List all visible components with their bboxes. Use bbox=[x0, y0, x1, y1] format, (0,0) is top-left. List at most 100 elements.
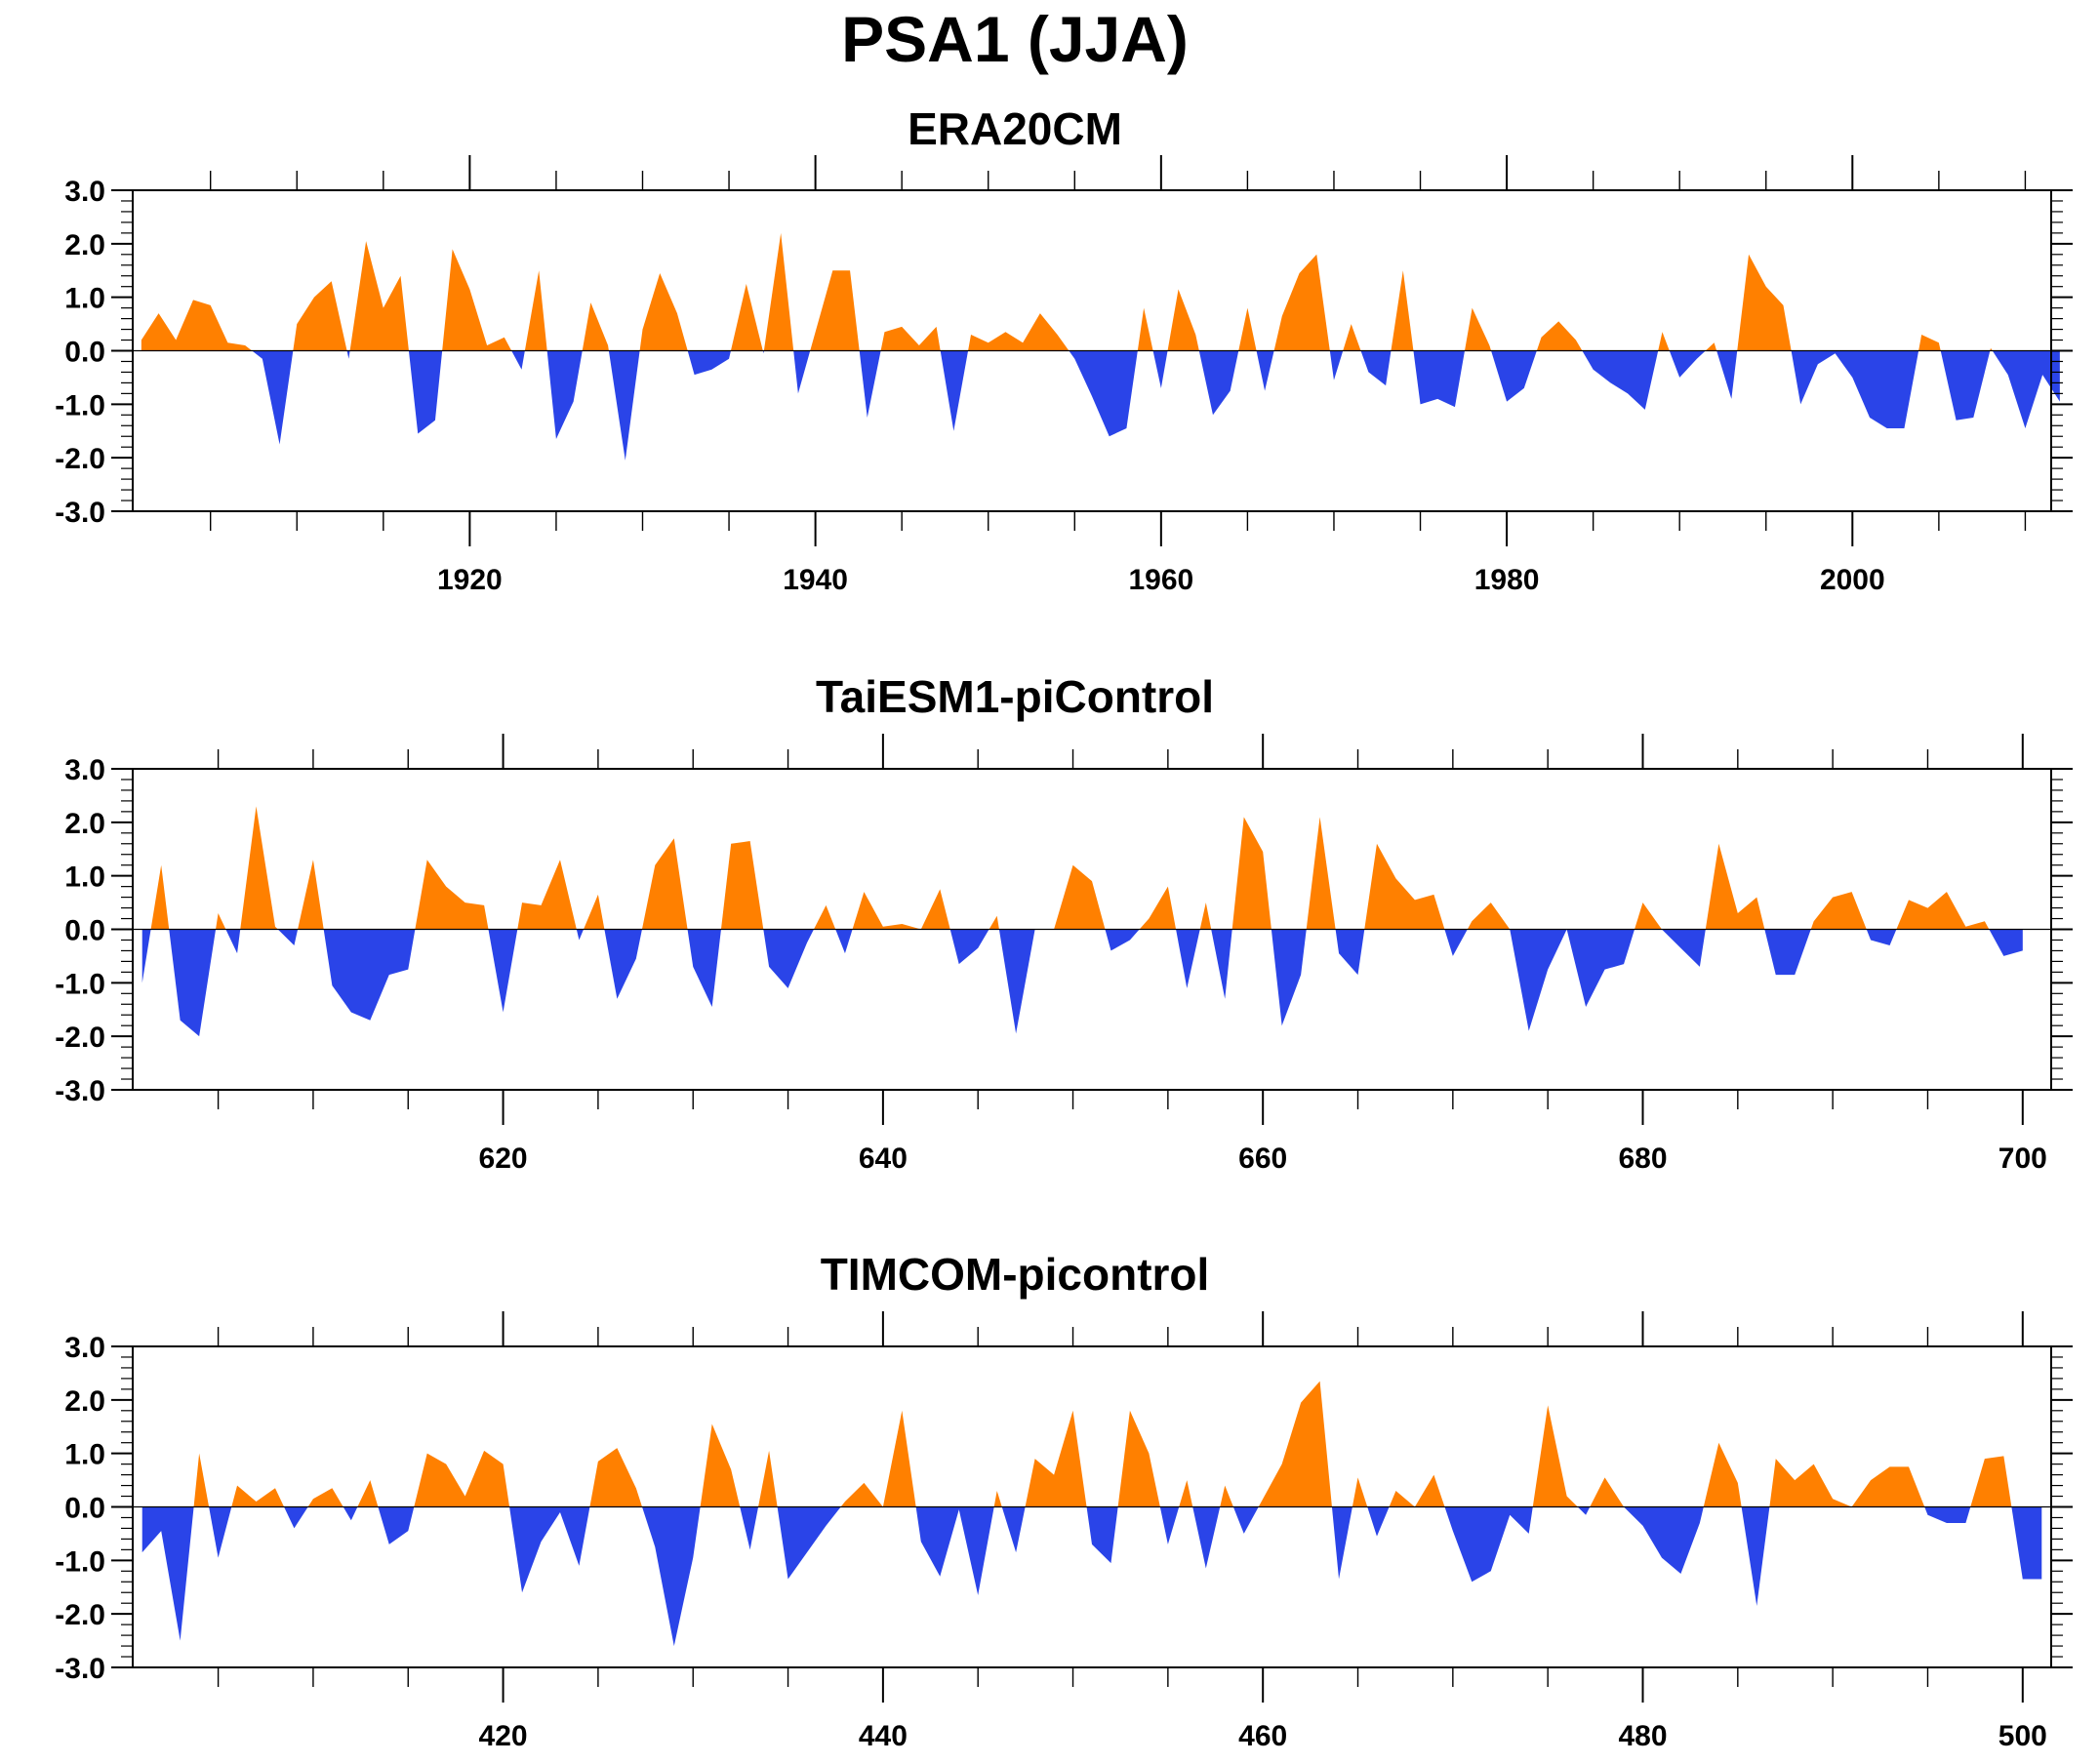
negative-area-26 bbox=[1192, 1506, 1221, 1569]
data-point-418 bbox=[464, 1495, 465, 1497]
x-tick-label: 680 bbox=[1618, 1143, 1667, 1175]
data-point-675 bbox=[1547, 968, 1549, 970]
data-point-1983 bbox=[1557, 320, 1559, 322]
negative-area-3 bbox=[346, 350, 350, 359]
data-point-1928 bbox=[607, 344, 609, 346]
negative-area-14 bbox=[740, 1506, 759, 1550]
data-point-1964 bbox=[1229, 389, 1231, 391]
data-point-1977 bbox=[1454, 406, 1456, 408]
data-point-1975 bbox=[1419, 403, 1421, 405]
negative-area-40 bbox=[1741, 1506, 1770, 1606]
positive-area-6 bbox=[442, 249, 512, 351]
data-point-625 bbox=[597, 894, 599, 896]
data-point-1953 bbox=[1039, 312, 1041, 314]
data-point-1929 bbox=[625, 460, 626, 461]
data-point-1904 bbox=[192, 299, 194, 301]
data-point-1920 bbox=[468, 288, 470, 290]
data-point-2000 bbox=[1851, 377, 1853, 379]
data-point-1946 bbox=[918, 344, 920, 346]
data-point-412 bbox=[350, 1519, 352, 1521]
data-point-406 bbox=[236, 1484, 238, 1486]
data-point-1963 bbox=[1212, 414, 1214, 416]
y-tick-label: -3.0 bbox=[55, 497, 105, 529]
data-point-645 bbox=[977, 946, 979, 948]
positive-area-22 bbox=[968, 313, 1070, 351]
data-point-687 bbox=[1775, 974, 1777, 976]
data-point-2006 bbox=[1955, 420, 1957, 421]
negative-area-26 bbox=[1105, 929, 1140, 951]
data-point-620 bbox=[502, 1011, 504, 1013]
data-point-419 bbox=[483, 1450, 485, 1452]
data-point-1902 bbox=[157, 312, 159, 314]
data-point-484 bbox=[1717, 1442, 1719, 1444]
data-point-458 bbox=[1224, 1484, 1226, 1486]
negative-area-40 bbox=[1566, 929, 1635, 1008]
positive-area-25 bbox=[1034, 864, 1106, 930]
positive-area-33 bbox=[1389, 1474, 1445, 1507]
data-point-439 bbox=[863, 1482, 865, 1484]
data-point-657 bbox=[1205, 902, 1207, 903]
y-tick-label: 1.0 bbox=[64, 862, 105, 894]
data-point-660 bbox=[1262, 851, 1264, 853]
positive-area-0 bbox=[141, 300, 253, 351]
data-point-437 bbox=[825, 1524, 827, 1526]
data-point-1972 bbox=[1367, 371, 1369, 373]
positive-area-41 bbox=[1769, 1459, 1925, 1507]
data-point-1910 bbox=[296, 323, 298, 325]
data-point-2008 bbox=[1990, 347, 1992, 349]
x-tick-label: 460 bbox=[1238, 1720, 1287, 1752]
data-point-631 bbox=[710, 1006, 712, 1008]
positive-area-26 bbox=[1167, 289, 1199, 351]
data-point-2001 bbox=[1869, 417, 1871, 419]
positive-area-34 bbox=[1391, 270, 1414, 351]
y-tick-label: -1.0 bbox=[55, 968, 105, 1000]
y-tick-label: 3.0 bbox=[64, 754, 105, 786]
data-point-1978 bbox=[1471, 306, 1473, 308]
data-point-671 bbox=[1471, 920, 1473, 922]
positive-area-7 bbox=[357, 1480, 379, 1507]
data-point-1941 bbox=[831, 269, 833, 271]
positive-area-31 bbox=[1352, 1477, 1368, 1507]
data-point-482 bbox=[1679, 1573, 1681, 1575]
data-point-2010 bbox=[2024, 427, 2026, 429]
x-tick-label: 420 bbox=[479, 1720, 528, 1752]
negative-area-13 bbox=[687, 350, 731, 376]
data-point-1940 bbox=[814, 331, 816, 333]
data-point-611 bbox=[331, 984, 333, 986]
y-tick-label: -1.0 bbox=[55, 1545, 105, 1578]
data-point-2009 bbox=[2007, 374, 2009, 376]
data-point-1919 bbox=[451, 248, 453, 250]
negative-area-47 bbox=[1940, 350, 1991, 421]
data-point-692 bbox=[1870, 939, 1872, 941]
data-point-473 bbox=[1509, 1514, 1511, 1516]
negative-area-34 bbox=[1335, 929, 1365, 976]
data-point-433 bbox=[748, 1548, 750, 1550]
data-point-644 bbox=[958, 963, 960, 965]
negative-area-11 bbox=[608, 350, 640, 461]
data-point-432 bbox=[730, 1468, 732, 1470]
data-point-636 bbox=[806, 942, 808, 943]
data-point-401 bbox=[141, 1551, 143, 1553]
data-point-457 bbox=[1205, 1567, 1207, 1569]
x-tick-label: 2000 bbox=[1820, 564, 1885, 596]
negative-area-7 bbox=[511, 350, 525, 370]
positive-area-14 bbox=[730, 283, 763, 351]
data-point-643 bbox=[939, 888, 941, 890]
data-point-686 bbox=[1756, 896, 1757, 898]
negative-area-17 bbox=[793, 350, 811, 394]
positive-area-17 bbox=[840, 1410, 916, 1507]
data-point-470 bbox=[1452, 1530, 1454, 1532]
data-point-1912 bbox=[330, 280, 332, 282]
data-point-449 bbox=[1053, 1473, 1055, 1475]
data-point-1903 bbox=[175, 339, 177, 341]
positive-area-31 bbox=[1231, 817, 1272, 930]
x-tick-label: 1960 bbox=[1128, 564, 1193, 596]
data-point-607 bbox=[255, 805, 257, 807]
data-point-635 bbox=[787, 987, 788, 989]
negative-area-22 bbox=[1086, 1506, 1118, 1564]
data-point-1980 bbox=[1506, 400, 1508, 402]
positive-area-3 bbox=[231, 1485, 285, 1507]
data-point-442 bbox=[920, 1541, 922, 1543]
data-point-1913 bbox=[347, 358, 349, 360]
y-tick-label: 1.0 bbox=[64, 1439, 105, 1471]
